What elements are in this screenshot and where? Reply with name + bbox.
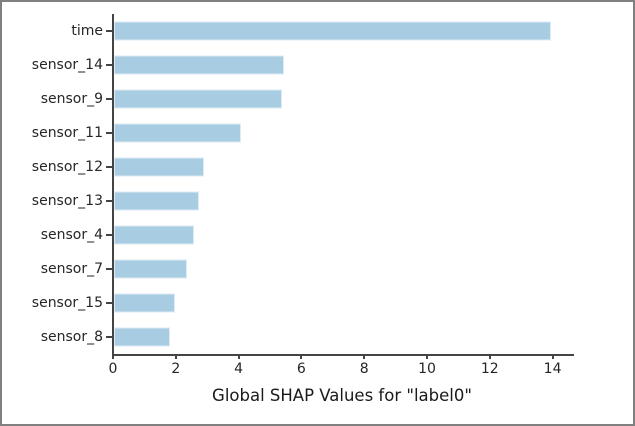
y-tick-mark — [106, 98, 112, 100]
bar-row: sensor_13 — [32, 184, 574, 218]
bar-row: sensor_9 — [41, 82, 574, 116]
y-tick-label: sensor_9 — [40, 91, 103, 107]
y-tick-label: sensor_7 — [40, 261, 103, 277]
bar-sensor_15 — [114, 293, 175, 313]
x-tick-label: 8 — [359, 361, 369, 377]
x-tick-mark — [425, 354, 428, 359]
y-tick-mark — [106, 336, 112, 338]
x-tick-label: 2 — [171, 361, 181, 377]
bar-row: sensor_4 — [41, 218, 574, 252]
x-tick-label: 0 — [108, 361, 118, 377]
bar-time — [114, 21, 552, 41]
x-tick-mark — [300, 354, 303, 359]
x-tick-label: 12 — [480, 361, 499, 377]
bar-row: sensor_15 — [32, 286, 574, 320]
y-tick-label: sensor_12 — [31, 159, 103, 175]
y-tick-label: sensor_13 — [31, 193, 103, 209]
bar-sensor_8 — [114, 327, 171, 347]
x-tick-mark — [363, 354, 366, 359]
y-tick-label: time — [71, 23, 103, 39]
bar-sensor_9 — [114, 89, 282, 109]
x-axis-label: Global SHAP Values for "label0" — [212, 386, 472, 405]
y-tick-mark — [106, 200, 112, 202]
x-tick-mark — [112, 354, 114, 359]
y-tick-mark — [106, 302, 112, 304]
x-tick-mark — [174, 354, 177, 359]
y-tick-mark — [106, 166, 112, 168]
x-tick-mark — [551, 354, 554, 359]
bar-row: time — [71, 14, 574, 48]
y-tick-label: sensor_8 — [40, 329, 103, 345]
bar-sensor_11 — [114, 123, 241, 143]
x-tick-mark — [237, 354, 240, 359]
x-tick-mark — [488, 354, 491, 359]
y-tick-label: sensor_15 — [31, 295, 103, 311]
y-tick-mark — [106, 132, 112, 134]
y-tick-mark — [106, 30, 112, 32]
x-axis: 0 2 4 6 8 10 12 14 — [109, 354, 573, 382]
y-tick-mark — [106, 234, 112, 236]
bar-sensor_13 — [114, 191, 200, 211]
x-tick-label: 4 — [234, 361, 244, 377]
y-tick-label: sensor_14 — [31, 57, 103, 73]
x-tick-label: 10 — [418, 361, 436, 377]
bar-row: sensor_8 — [41, 320, 574, 354]
y-tick-mark — [106, 64, 112, 66]
bar-row: sensor_11 — [32, 116, 574, 150]
bar-sensor_7 — [114, 259, 187, 279]
y-tick-label: sensor_11 — [31, 125, 103, 141]
bar-row: sensor_12 — [32, 150, 574, 184]
bar-sensor_12 — [114, 157, 205, 177]
bar-sensor_4 — [114, 225, 195, 245]
bar-row: sensor_7 — [41, 252, 574, 286]
y-tick-mark — [106, 268, 112, 270]
y-tick-label: sensor_4 — [40, 227, 103, 243]
x-tick-label: 6 — [296, 361, 306, 377]
bar-sensor_14 — [114, 55, 285, 75]
x-tick-label: 14 — [543, 361, 562, 377]
bar-row: sensor_14 — [32, 48, 574, 82]
